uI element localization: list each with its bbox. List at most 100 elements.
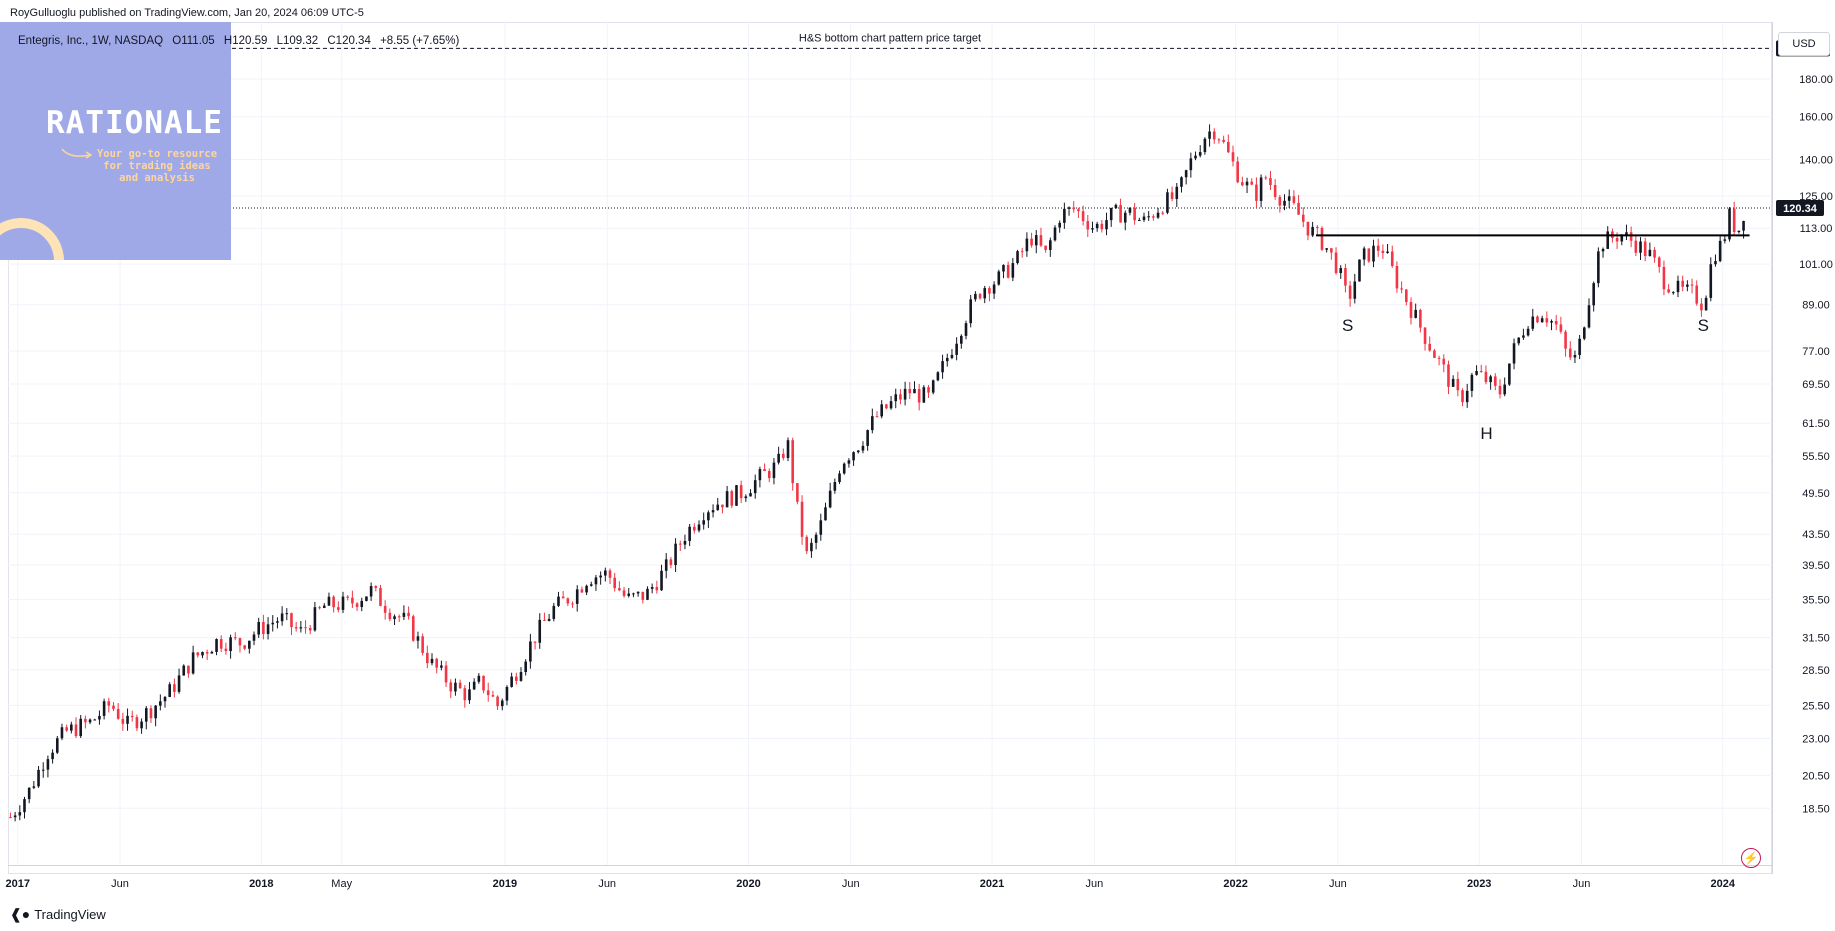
candle-body bbox=[964, 323, 968, 336]
candle-body bbox=[191, 652, 195, 674]
candle-body bbox=[1142, 216, 1146, 220]
candle-body bbox=[177, 675, 181, 692]
candle-body bbox=[1681, 280, 1684, 287]
candle-body bbox=[393, 616, 396, 620]
candle-body bbox=[1494, 376, 1497, 386]
symbol-legend[interactable]: Entegris, Inc., 1W, NASDAQ O111.05 H120.… bbox=[18, 35, 465, 47]
candle-body bbox=[472, 681, 476, 690]
candle-body bbox=[997, 271, 1001, 285]
candle-body bbox=[1170, 192, 1174, 200]
candle-body bbox=[140, 721, 143, 729]
candle-body bbox=[594, 577, 598, 585]
candle-body bbox=[1714, 261, 1717, 265]
candle-body bbox=[51, 752, 54, 760]
currency-button[interactable]: USD bbox=[1778, 32, 1830, 56]
candle-body bbox=[351, 597, 354, 604]
candle-body bbox=[1259, 177, 1263, 201]
y-tick-label: 49.50 bbox=[1802, 488, 1830, 500]
candle-body bbox=[711, 510, 715, 513]
candle-body bbox=[782, 453, 785, 458]
candle-body bbox=[922, 387, 926, 403]
candle-body bbox=[1629, 232, 1633, 241]
candle-body bbox=[725, 491, 729, 508]
tradingview-brand[interactable]: ❰● TradingView bbox=[10, 906, 106, 923]
candle-body bbox=[1119, 204, 1122, 223]
candle-body bbox=[1269, 178, 1272, 186]
candle-body bbox=[777, 453, 780, 463]
candle-body bbox=[327, 596, 331, 606]
candle-body bbox=[383, 605, 387, 613]
candle-body bbox=[819, 520, 823, 535]
brand-name: TradingView bbox=[34, 907, 106, 922]
publisher-line: RoyGulluoglu published on TradingView.co… bbox=[10, 7, 364, 19]
candle-body bbox=[1390, 251, 1394, 267]
price-axis[interactable] bbox=[1772, 22, 1835, 874]
y-tick-label: 25.50 bbox=[1802, 700, 1830, 712]
candle-body bbox=[1587, 305, 1591, 328]
x-tick-label: 2018 bbox=[249, 878, 273, 890]
candle-body bbox=[1250, 181, 1254, 185]
candle-body bbox=[1212, 131, 1216, 140]
candle-body bbox=[753, 480, 757, 494]
candle-body bbox=[1114, 204, 1118, 208]
candle-body bbox=[463, 688, 467, 701]
candle-body bbox=[1016, 251, 1019, 264]
y-tick-label: 160.00 bbox=[1799, 112, 1833, 124]
candle-body bbox=[266, 624, 270, 635]
x-tick-label: 2017 bbox=[6, 878, 30, 890]
candle-body bbox=[1049, 240, 1052, 250]
candle-body bbox=[978, 293, 982, 299]
candle-body bbox=[856, 450, 860, 453]
candle-body bbox=[1353, 281, 1357, 299]
candle-body bbox=[519, 672, 523, 681]
candle-body bbox=[833, 482, 837, 491]
candle-body bbox=[374, 586, 378, 589]
candle-body bbox=[1077, 209, 1080, 212]
candle-body bbox=[646, 588, 649, 600]
candle-body bbox=[1653, 249, 1656, 258]
candle-body bbox=[1405, 289, 1408, 303]
legend-change: +8.55 (+7.65%) bbox=[380, 35, 460, 47]
candle-body bbox=[93, 719, 97, 721]
candle-body bbox=[1025, 238, 1029, 252]
candle-body bbox=[154, 705, 157, 719]
y-tick-label: 31.50 bbox=[1802, 633, 1830, 645]
candle-body bbox=[604, 570, 607, 576]
candle-body bbox=[1030, 238, 1033, 246]
candle-body bbox=[533, 641, 537, 643]
candle-body bbox=[1236, 161, 1239, 183]
candle-body bbox=[866, 430, 869, 446]
candle-body bbox=[1381, 250, 1385, 253]
candle-body bbox=[262, 621, 265, 635]
candle-body bbox=[786, 440, 790, 458]
candle-body bbox=[730, 491, 734, 506]
candle-body bbox=[941, 361, 944, 373]
candle-body bbox=[1690, 284, 1694, 286]
candle-body bbox=[482, 675, 485, 691]
candle-body bbox=[205, 652, 209, 654]
candle-body bbox=[627, 593, 631, 596]
candle-body bbox=[55, 738, 59, 753]
candle-body bbox=[1273, 185, 1277, 197]
candle-body bbox=[1287, 196, 1291, 201]
candle-body bbox=[1465, 390, 1469, 403]
time-axis[interactable] bbox=[8, 865, 1772, 866]
candle-body bbox=[1091, 228, 1094, 230]
candle-body bbox=[917, 388, 921, 403]
candle-body bbox=[1109, 207, 1113, 221]
y-tick-label: 43.50 bbox=[1802, 529, 1830, 541]
candle-body bbox=[102, 701, 106, 716]
candle-body bbox=[543, 619, 546, 621]
chart-pane[interactable] bbox=[8, 22, 1772, 874]
candle-body bbox=[1461, 390, 1464, 403]
flash-icon[interactable]: ⚡ bbox=[1741, 848, 1761, 868]
candle-body bbox=[1306, 221, 1310, 236]
candle-body bbox=[1339, 268, 1343, 274]
right-shoulder-label: S bbox=[1698, 316, 1709, 335]
candle-body bbox=[337, 607, 340, 610]
candle-body bbox=[1362, 248, 1366, 260]
candle-body bbox=[1732, 208, 1736, 233]
candle-body bbox=[767, 471, 771, 479]
candle-body bbox=[1447, 364, 1450, 387]
